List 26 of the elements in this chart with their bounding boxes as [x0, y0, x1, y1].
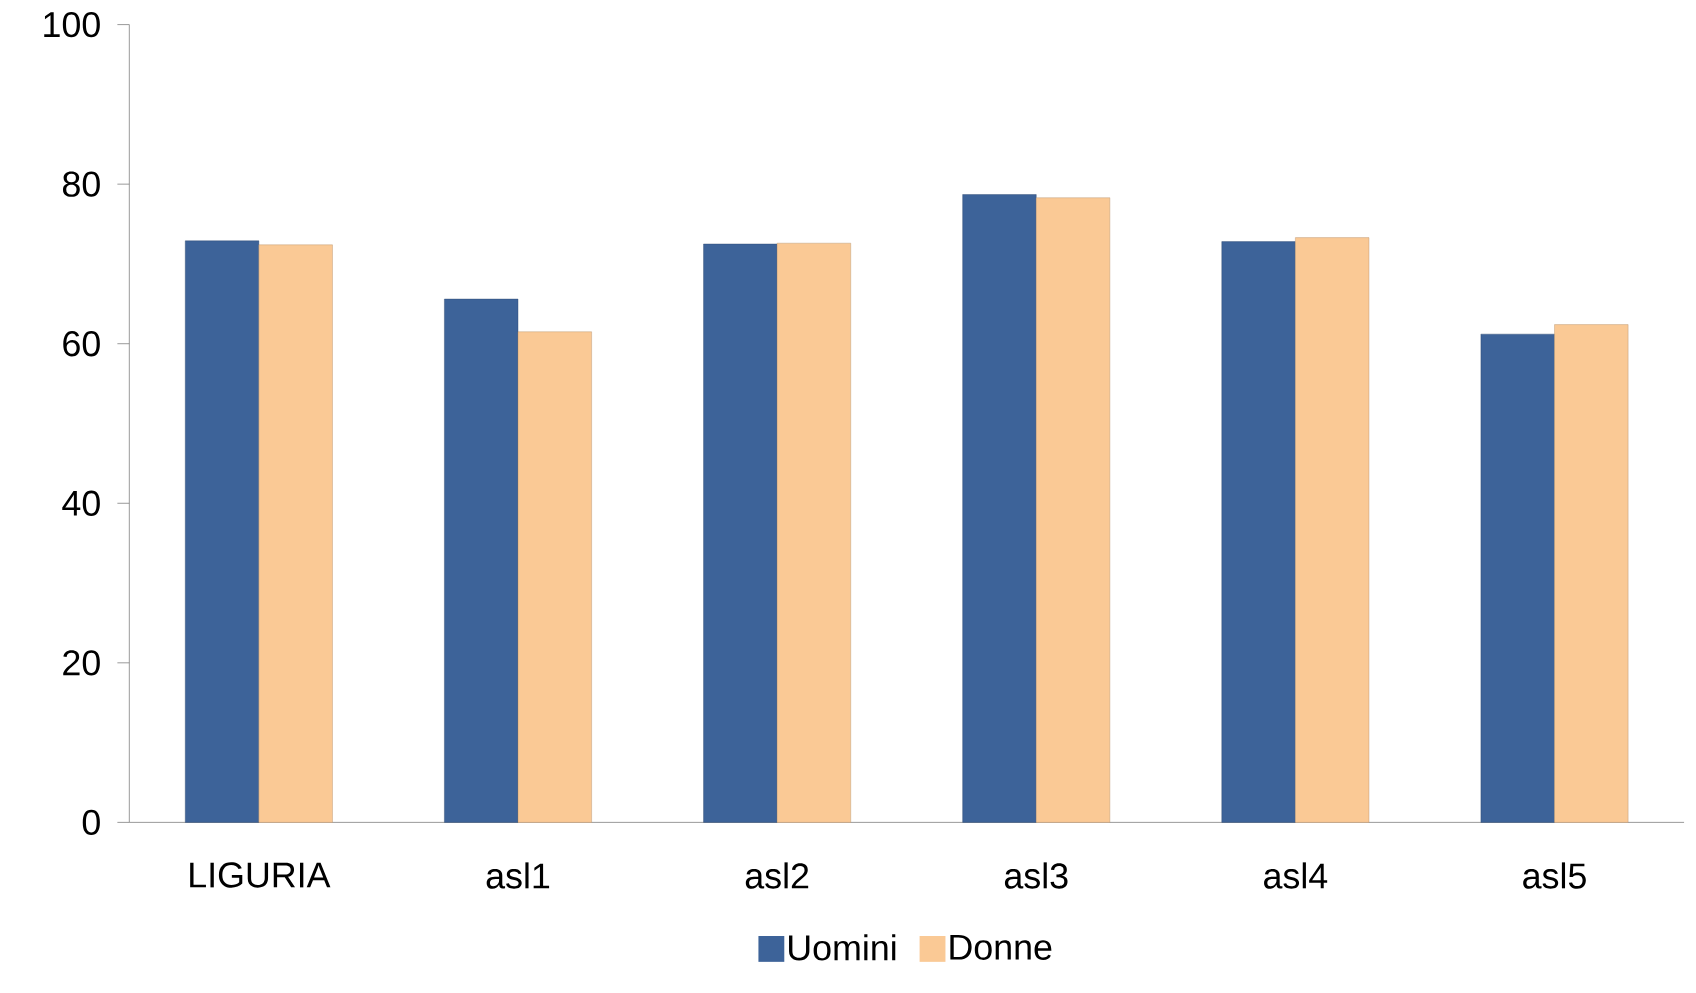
y-tick-label: 100	[44, 11, 100, 38]
legend-label: Donne	[950, 934, 1052, 960]
bar	[776, 242, 851, 823]
x-tick-label: LIGURIA	[190, 862, 331, 888]
x-tick-label: asl1	[486, 862, 550, 889]
bar	[258, 244, 333, 823]
bar	[1221, 241, 1296, 823]
bar	[962, 194, 1037, 823]
bar	[444, 298, 519, 823]
bar	[185, 240, 260, 823]
x-tick-label: asl4	[1264, 862, 1328, 889]
legend-label: Uomini	[789, 934, 896, 961]
bar	[1480, 333, 1555, 823]
bar	[1036, 197, 1111, 823]
x-tick-label: asl2	[745, 862, 809, 889]
bar	[1554, 324, 1629, 823]
bar	[703, 243, 778, 823]
x-tick-label: asl5	[1523, 862, 1586, 889]
y-tick-label: 40	[62, 490, 100, 516]
y-tick-label: 80	[63, 171, 100, 197]
y-tick-label: 20	[63, 649, 100, 676]
bar	[1295, 237, 1370, 823]
bar	[517, 331, 592, 823]
y-tick-label: 0	[82, 809, 100, 835]
y-tick-label: 60	[63, 330, 100, 357]
x-tick-label: asl3	[1004, 862, 1068, 889]
